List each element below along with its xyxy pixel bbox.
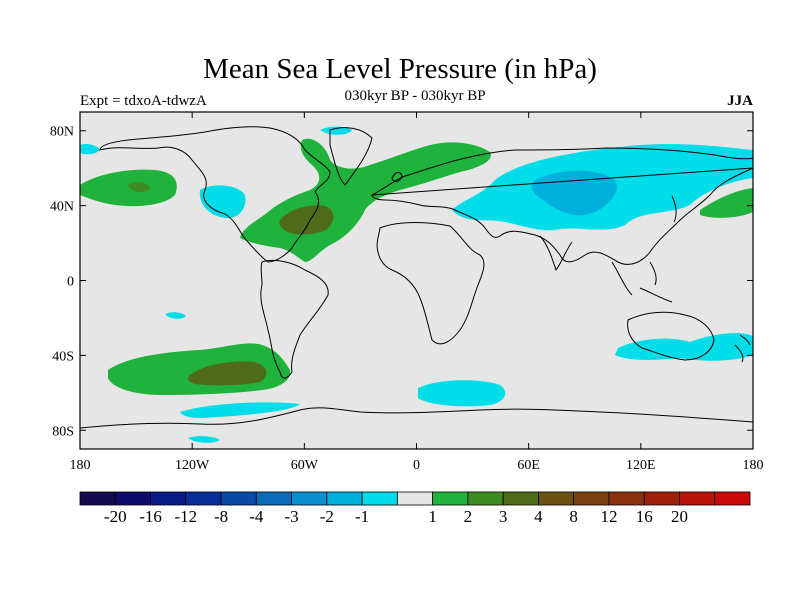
colorbar-label: 1 [428,507,437,526]
colorbar-label: -16 [139,507,162,526]
experiment-label: Expt = tdxoA-tdwzA [80,93,207,109]
coastline-india [539,235,573,272]
colorbar [79,491,751,506]
coastline-north-america [99,126,331,263]
colorbar-swatch [326,491,363,506]
x-tick-label: 180 [70,458,91,473]
anomaly-region-australia-low [615,333,753,361]
season-label: JJA [727,93,753,109]
coastlines [80,126,753,429]
coastline-africa [376,222,485,345]
colorbar-swatch [361,491,398,506]
y-tick-label: 80S [52,424,74,439]
colorbar-label: 12 [600,507,617,526]
anomaly-core-north-atlantic [279,205,334,235]
colorbar-swatch [255,491,292,506]
colorbar-swatch [396,491,434,506]
colorbar-swatch [502,491,539,506]
x-tick-label: 60W [291,458,319,473]
coastline-eurasia [371,147,753,265]
coastline-southeast-asia [611,261,673,303]
colorbar-label: -2 [320,507,334,526]
y-tick-label: 40N [50,200,74,215]
colorbar-label: -4 [249,507,264,526]
anomaly-region-north-america-low [199,185,246,219]
colorbar-swatch [608,491,645,506]
colorbar-swatch [573,491,610,506]
colorbar-swatch [679,491,716,506]
colorbar-swatch [714,491,751,506]
x-tick-label: 120E [626,458,656,473]
colorbar-swatch [150,491,187,506]
anomaly-region-southern-ocean-low [180,402,300,418]
pressure-anomaly-field [80,126,753,443]
colorbar-label: 3 [499,507,508,526]
colorbar-label: 2 [464,507,473,526]
x-tick-labels: 180 120W 60W 0 60E 120E 180 [70,458,764,473]
coastline-greenland [329,127,373,186]
colorbar-swatch [643,491,680,506]
period-label: 030kyr BP - 030kyr BP [344,88,486,104]
colorbar-label: -3 [284,507,298,526]
colorbar-swatch [220,491,257,506]
coastline-uk [391,171,403,183]
anomaly-region-south-atlantic-low [418,380,506,407]
coastline-new-zealand [734,334,751,363]
colorbar-label: 16 [636,507,653,526]
colorbar-label: -20 [104,507,127,526]
y-tick-labels: 80N 40N 0 40S 80S [50,125,74,440]
y-tick-label: 40S [52,349,74,364]
colorbar-swatch [538,491,575,506]
chart-title: Mean Sea Level Pressure (in hPa) [203,53,597,85]
colorbar-swatch [432,491,469,506]
x-tick-label: 120W [175,458,210,473]
colorbar-label: 20 [671,507,688,526]
y-tick-label: 80N [50,125,74,140]
y-tick-label: 0 [67,275,74,290]
colorbar-swatch [114,491,151,506]
x-tick-label: 60E [517,458,540,473]
colorbar-label: 4 [534,507,543,526]
colorbar-label: -8 [214,507,228,526]
anomaly-region-antarctic-low [188,436,220,443]
coastline-japan [671,195,677,223]
x-tick-label: 180 [743,458,764,473]
coastline-australia [627,311,715,361]
coastline-antarctica [80,407,753,429]
anomaly-core-north-pacific [128,182,150,193]
anomaly-region-arctic-low [320,126,352,135]
axis-ticks [79,112,754,449]
anomaly-core-south-pacific [187,361,267,386]
anomaly-region-pacific-low [165,312,186,319]
coastline-south-america [260,259,329,379]
colorbar-label: -1 [355,507,369,526]
colorbar-swatch [291,491,328,506]
colorbar-swatch [185,491,222,506]
x-tick-label: 0 [413,458,420,473]
colorbar-swatch [467,491,504,506]
anomaly-region-north-pacific-high [80,169,177,207]
colorbar-label: 8 [569,507,578,526]
anomaly-region-greenland-low [80,143,100,155]
colorbar-labels: -20 -16 -12 -8 -4 -3 -2 -1 1 2 3 4 8 12 16 20 [104,507,688,526]
colorbar-swatch [79,491,116,506]
anomaly-region-west-pacific-high [700,188,753,218]
colorbar-label: -12 [174,507,197,526]
